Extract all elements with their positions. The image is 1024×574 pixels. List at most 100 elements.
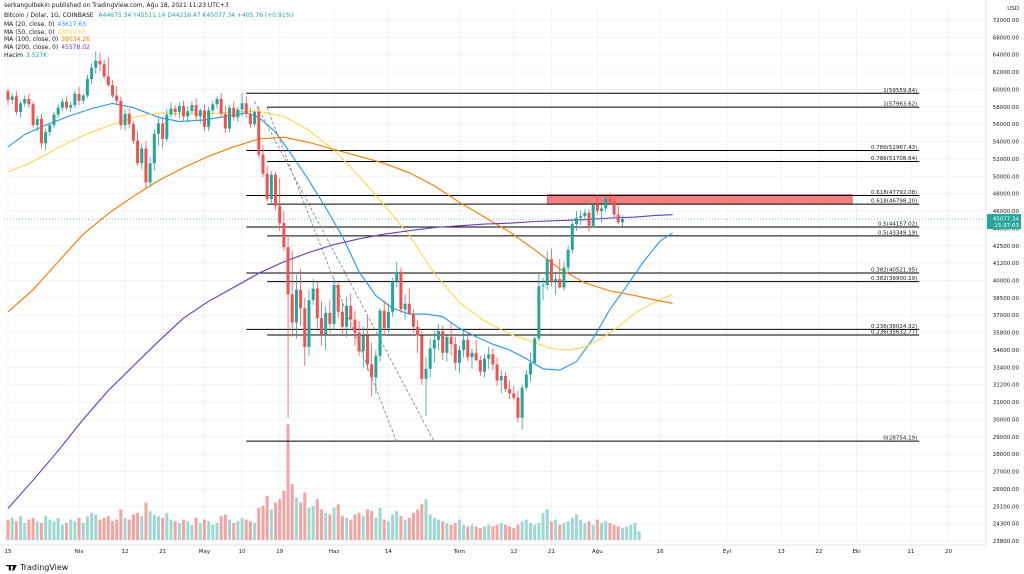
tradingview-brand[interactable]: TradingView [6,563,68,572]
candle-body [320,318,323,335]
time-tick-label: 15 [5,549,12,555]
volume-bar [211,524,215,540]
volume-bar [441,521,445,540]
volume-bar [604,521,608,540]
candle-body [483,358,487,372]
indicator-row[interactable]: MA (50, close, 0) 38820.65 [4,29,86,37]
volume-bar [261,506,265,540]
brand-label: TradingView [20,563,69,572]
volume-bar [311,506,315,540]
volume-bar [10,517,14,540]
volume-bar [491,526,495,540]
candle-body [232,107,236,118]
time-tick-label: Eki [852,549,861,555]
volume-bar [416,509,420,540]
volume-bar [503,524,507,540]
volume-bar [625,526,629,540]
candle-body [487,354,491,359]
candle-body [562,267,566,288]
volume-bar [39,523,43,540]
candle-body [399,271,403,310]
volume-bar [303,492,307,540]
volume-bar [102,517,106,540]
candle-body [600,208,604,212]
time-tick-label: 10 [239,549,246,555]
candle-body [503,376,507,390]
volume-bar [591,524,595,540]
volume-bar [595,519,599,540]
volume-bar [616,526,620,540]
volume-bar [445,523,449,540]
candle-body [286,247,290,295]
volume-bar [269,509,273,540]
candle-body [340,311,344,327]
volume-bar [637,531,641,540]
candle-body [570,224,574,250]
candle-body [194,105,198,117]
fib-level-label: 1(59559.84) [883,88,917,94]
price-axis-unit: USD [1007,6,1019,12]
fib-level-label: 0.618(46798.20) [871,199,917,205]
volume-bar [290,483,294,540]
volume-bar [453,523,457,540]
candle-body [453,344,457,363]
volume-bar [391,514,395,540]
price-tick-label: 23800.00 [993,539,1020,545]
volume-bar [620,528,624,540]
volume-bar [106,516,110,540]
volume-bar [403,519,407,540]
candle-body [6,91,10,100]
candle-body [27,99,31,105]
time-tick-label: 22 [815,549,822,555]
candle-body [411,314,415,327]
volume-bar [244,519,248,540]
indicator-value: 45578.02 [61,44,90,52]
candle-body [19,103,23,113]
volume-bar [286,424,290,540]
indicator-row[interactable]: MA (20, close, 0) 43617.63 [4,21,86,29]
candle-body [374,355,378,378]
candle-body [315,288,319,319]
volume-bar [524,519,528,540]
candle-body [177,105,181,113]
indicator-label: MA (200, close, 0) [4,44,59,52]
volume-bar [374,517,378,540]
price-tick-label: 24300.00 [993,522,1020,528]
candle-body [69,105,73,108]
volume-bar [579,519,583,540]
volume-bar [77,517,81,540]
indicator-row[interactable]: MA (100, close, 0) 38034.26 [4,36,90,44]
time-tick-label: 12 [122,549,129,555]
time-tick-label: 14 [385,549,392,555]
price-tick-label: 42500.00 [993,244,1020,250]
volume-bar [90,512,94,540]
indicator-row[interactable]: MA (200, close, 0) 45578.02 [4,44,90,52]
candle-body [56,107,60,115]
candle-body [186,111,190,117]
volume-bar [207,521,211,540]
indicator-row[interactable]: Hacim 3.527K [4,52,47,60]
volume-bar [545,509,549,540]
price-tick-label: 38500.00 [993,296,1020,302]
price-axis[interactable]: 23800.00 24300.00 25100.00 26000.00 27000.00… [985,0,1020,548]
fib-level-label: 0.382(40521.95) [871,267,917,273]
price-tick-label: 48000.00 [993,192,1020,198]
time-axis[interactable]: 15 Nis 12 21 May 10 19 Haz 14 Tem 12 21 Ağu 16 Eyl 13 22… [0,544,986,555]
candle-body [299,289,303,309]
fib-level-label: 0.786(51708.64) [871,156,917,162]
candle-body [81,95,85,101]
candle-body [332,285,336,324]
moving-average-line [7,136,673,313]
volume-bar [437,519,441,540]
candle-body [35,118,39,126]
price-tick-label: 46000.00 [993,209,1020,215]
symbol-title[interactable]: Bitcoin / Dolar, 1G, COINBASE [4,12,94,19]
candle-body [73,93,77,106]
indicator-label: Hacim [4,51,23,59]
candle-body [307,300,311,348]
volume-bar [574,514,578,540]
time-tick-label: 16 [657,549,664,555]
volume-bar [533,524,537,540]
